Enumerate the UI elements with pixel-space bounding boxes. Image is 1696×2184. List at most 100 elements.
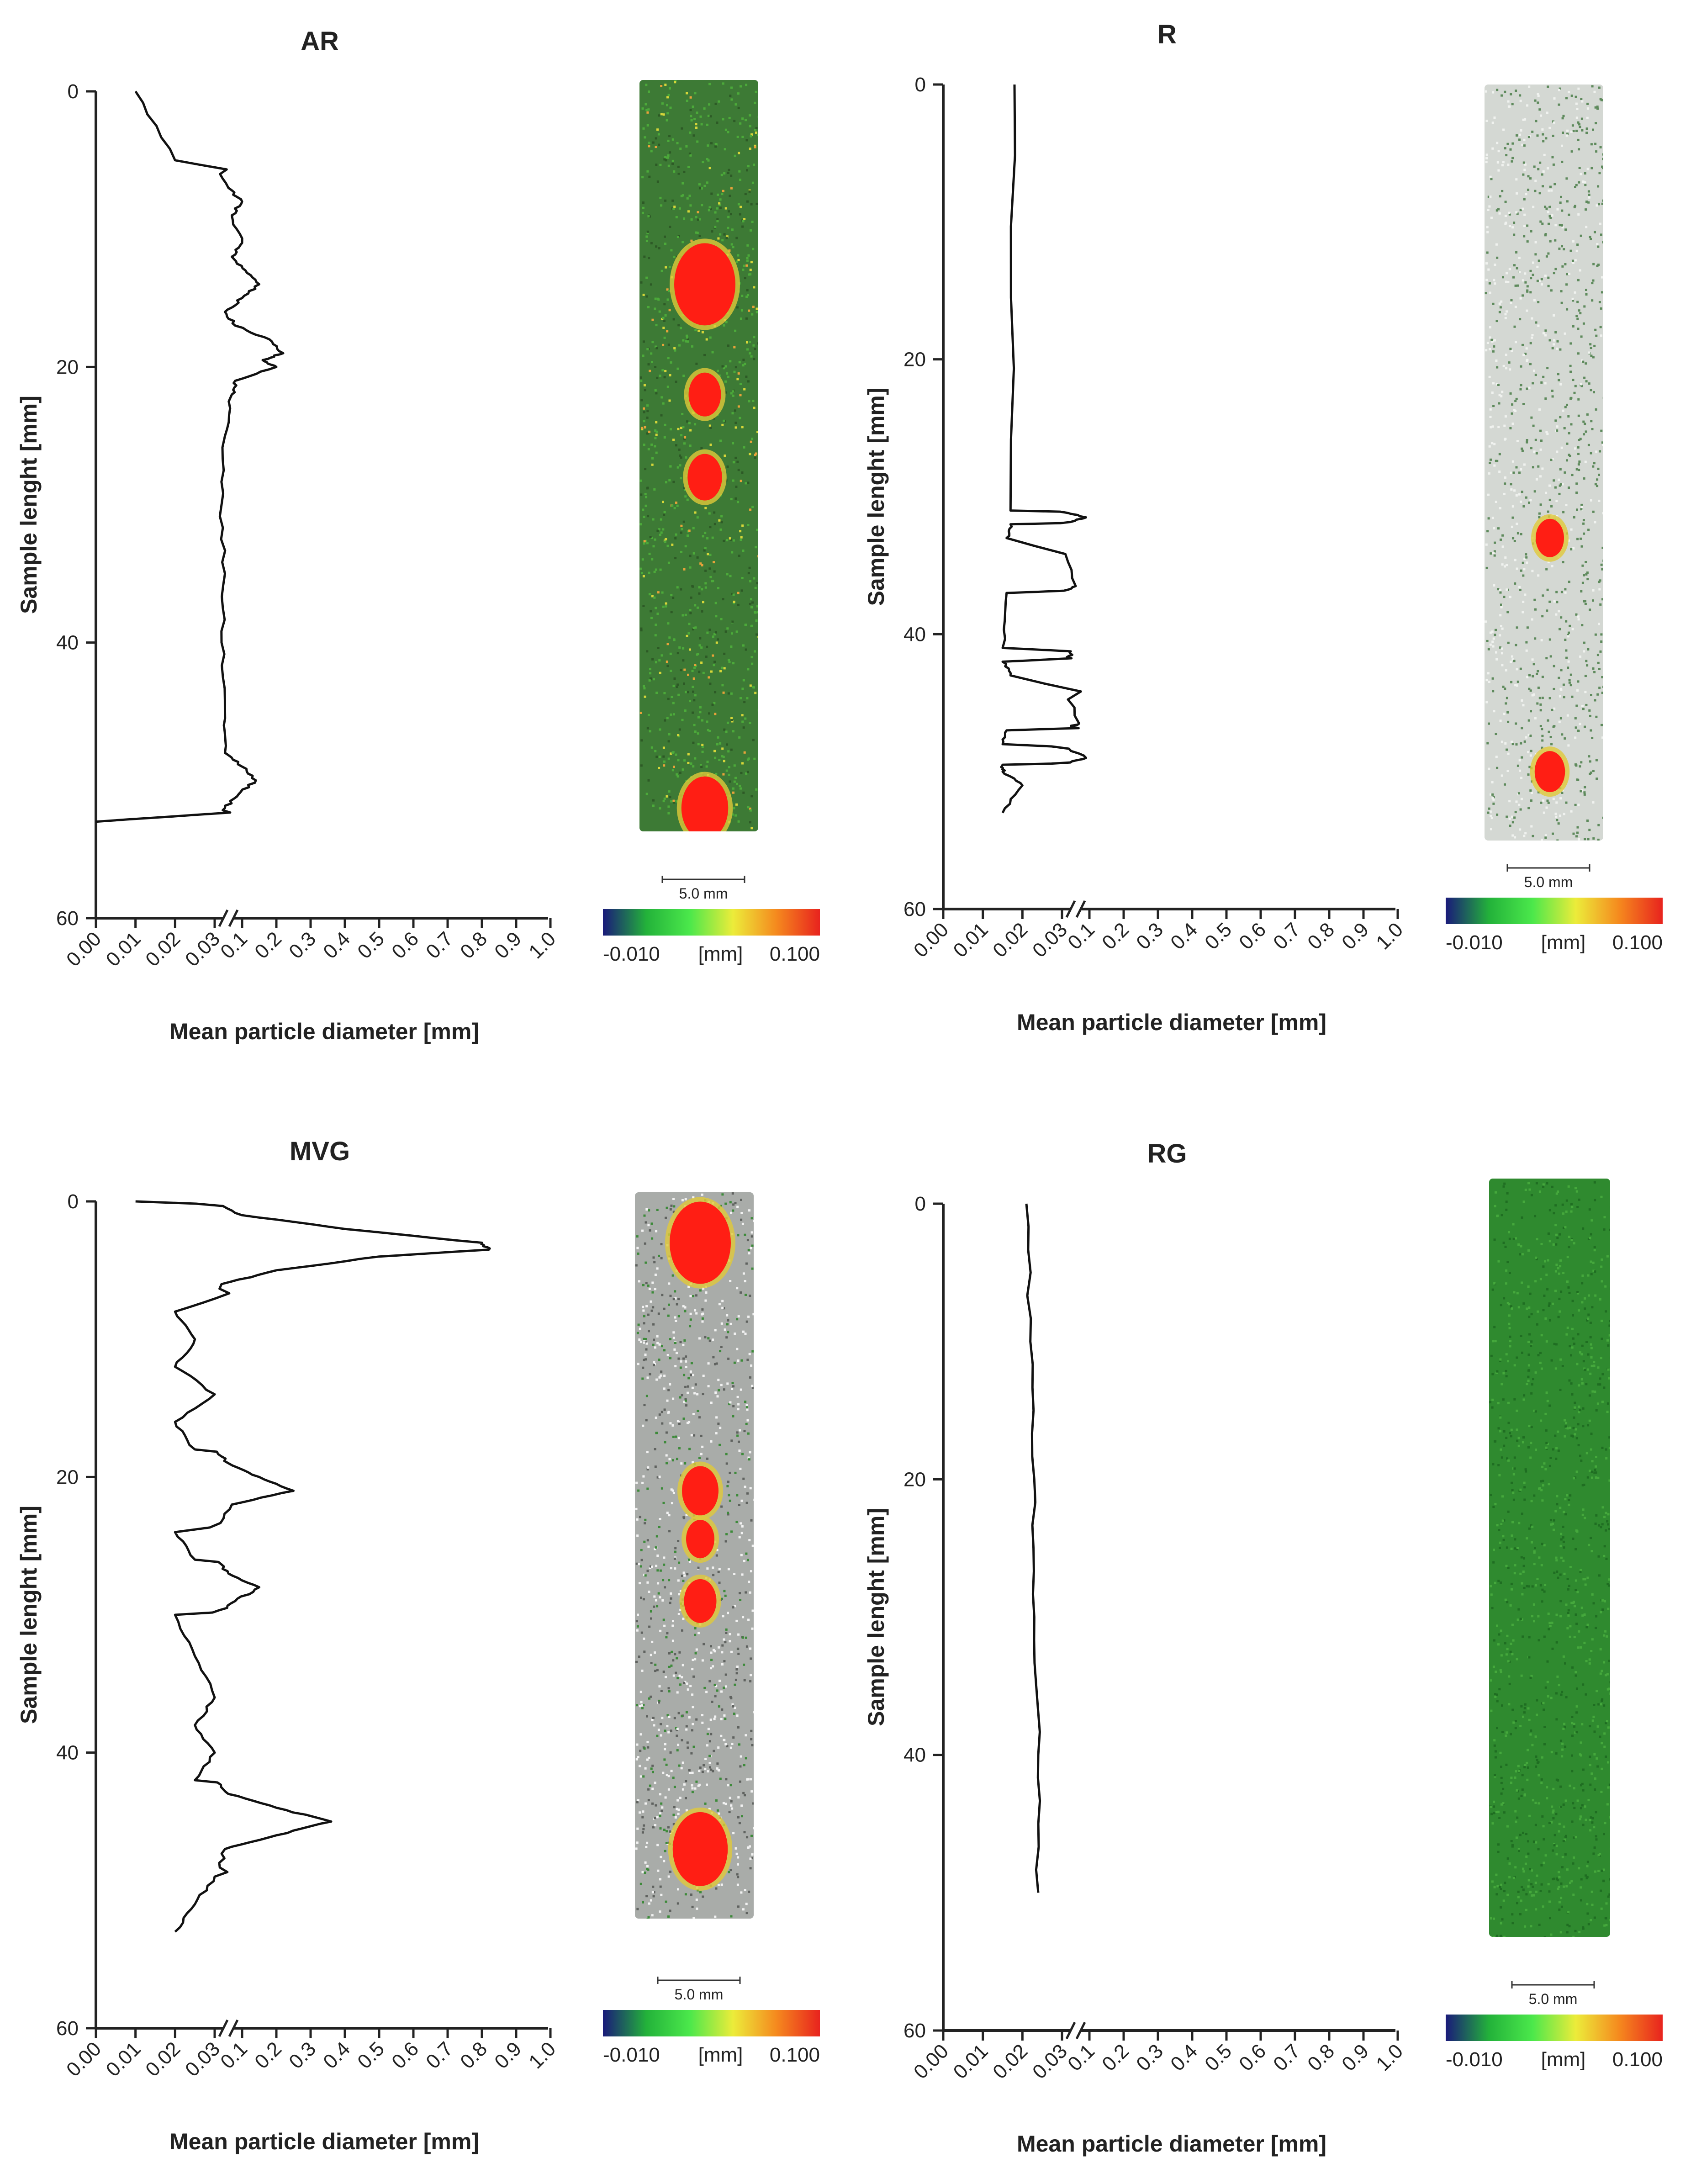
texture-speck [1540, 283, 1543, 286]
texture-speck [1519, 828, 1522, 831]
texture-speck [652, 1717, 655, 1719]
texture-speck [1511, 1708, 1514, 1711]
texture-speck [1561, 265, 1564, 268]
texture-speck [747, 1315, 750, 1318]
texture-speck [1528, 85, 1531, 88]
texture-speck [1527, 1364, 1530, 1367]
texture-speck [1570, 95, 1573, 97]
texture-speck [747, 165, 750, 168]
texture-speck [1599, 98, 1602, 100]
texture-speck [1565, 1885, 1568, 1888]
texture-speck [702, 1312, 704, 1315]
texture-speck [1522, 600, 1525, 603]
texture-speck [1506, 1731, 1508, 1734]
texture-speck [1544, 329, 1547, 332]
texture-speck [1507, 164, 1510, 166]
texture-speck [699, 764, 702, 767]
texture-speck [1566, 403, 1568, 406]
texture-speck [1515, 178, 1518, 181]
texture-speck [1518, 1850, 1520, 1852]
texture-speck [1519, 808, 1522, 811]
texture-speck [704, 569, 707, 572]
texture-speck [691, 1729, 693, 1732]
texture-speck [1574, 1401, 1576, 1404]
texture-speck [1561, 245, 1563, 248]
texture-speck [1501, 563, 1504, 566]
texture-speck [699, 706, 702, 709]
texture-speck [699, 637, 702, 640]
texture-speck [1490, 815, 1492, 817]
texture-speck [1602, 1868, 1605, 1871]
texture-speck [1513, 1467, 1516, 1470]
texture-speck [738, 361, 741, 364]
texture-speck [1596, 478, 1599, 481]
texture-speck [1584, 1583, 1587, 1586]
texture-speck [715, 615, 718, 618]
texture-speck [648, 552, 651, 555]
texture-speck [1585, 660, 1588, 662]
texture-speck [729, 780, 731, 783]
texture-speck [1493, 550, 1496, 553]
texture-speck [1508, 1272, 1511, 1274]
texture-speck [730, 86, 733, 89]
texture-speck [666, 795, 668, 798]
texture-speck [717, 1571, 720, 1573]
texture-speck [1596, 204, 1598, 207]
texture-speck [1510, 681, 1513, 683]
texture-speck [1592, 263, 1595, 265]
texture-speck [1563, 696, 1565, 698]
texture-speck [1506, 1634, 1509, 1637]
texture-speck [1564, 1662, 1566, 1665]
texture-speck [1591, 1817, 1594, 1819]
texture-speck [716, 1549, 719, 1551]
texture-speck [699, 187, 702, 190]
texture-speck [1600, 307, 1602, 310]
texture-speck [1563, 1885, 1565, 1888]
texture-speck [689, 609, 692, 611]
texture-speck [1522, 1831, 1524, 1834]
texture-speck [704, 1802, 707, 1805]
texture-speck [1581, 1782, 1584, 1785]
y-tick-label: 60 [56, 907, 79, 930]
texture-speck [738, 1440, 740, 1443]
texture-speck [667, 1875, 670, 1878]
texture-speck [1572, 261, 1574, 264]
texture-speck [721, 423, 724, 426]
texture-speck [690, 762, 692, 765]
texture-speck [1610, 1848, 1612, 1850]
texture-speck [1514, 684, 1517, 687]
texture-speck [745, 1645, 748, 1648]
texture-speck [747, 380, 750, 383]
texture-speck [642, 1828, 645, 1830]
texture-speck [751, 1350, 754, 1353]
texture-speck [1516, 684, 1518, 687]
texture-speck [645, 109, 648, 111]
texture-speck [1550, 1821, 1553, 1824]
texture-speck [740, 1522, 742, 1525]
texture-speck [651, 463, 654, 466]
texture-speck [730, 243, 733, 246]
texture-speck [1548, 1628, 1550, 1631]
texture-speck [1532, 1799, 1534, 1802]
texture-speck [1529, 1733, 1532, 1736]
texture-speck [1558, 1830, 1560, 1833]
texture-speck [714, 226, 717, 228]
texture-speck [1569, 1784, 1571, 1787]
texture-speck [1537, 1774, 1540, 1777]
texture-speck [1586, 820, 1589, 822]
texture-speck [1601, 1608, 1604, 1611]
texture-speck [1499, 1416, 1502, 1419]
texture-speck [1555, 1243, 1558, 1246]
texture-speck [1585, 1877, 1588, 1880]
texture-speck [732, 1209, 734, 1212]
texture-speck [734, 814, 737, 817]
texture-speck [1570, 150, 1573, 153]
texture-speck [736, 783, 738, 785]
texture-speck [640, 1597, 642, 1599]
texture-speck [1595, 1811, 1597, 1814]
texture-speck [745, 772, 748, 775]
texture-speck [660, 85, 663, 87]
texture-speck [647, 215, 650, 217]
texture-speck [1514, 1810, 1517, 1813]
texture-speck [738, 1504, 740, 1506]
